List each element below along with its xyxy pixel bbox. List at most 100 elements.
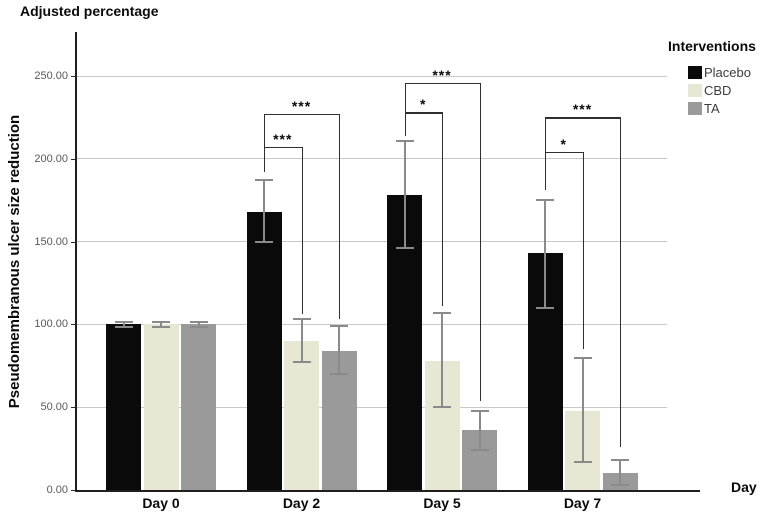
y-tick-150 <box>71 241 75 243</box>
y-axis-label-text: Pseudomembranous ulcer size reduction <box>6 114 24 408</box>
sig-label-2: * <box>420 96 427 113</box>
gridline-200 <box>75 158 667 160</box>
bar-placebo-day-2 <box>246 211 282 490</box>
error-cap-bottom-ta-day-5 <box>470 449 489 452</box>
gridline-250 <box>75 75 667 77</box>
error-cap-top-cbd-day-7 <box>573 356 592 359</box>
y-axis-label: Pseudomembranous ulcer size reduction <box>4 32 26 490</box>
sig-bracket-right-0 <box>301 147 303 315</box>
y-tick-200 <box>71 158 75 160</box>
error-cap-top-ta-day-0 <box>189 320 208 323</box>
sig-label-3: *** <box>432 66 452 83</box>
x-category-label-day-5: Day 5 <box>423 495 461 511</box>
legend-title: Interventions <box>668 38 756 54</box>
error-cap-bottom-placebo-day-5 <box>395 247 414 250</box>
bar-placebo-day-0 <box>106 324 141 490</box>
y-tick-250 <box>71 76 75 77</box>
sig-bracket-left-3 <box>404 82 406 136</box>
error-bar-placebo-day-2 <box>263 180 265 242</box>
error-cap-bottom-placebo-day-7 <box>536 306 554 309</box>
sig-bracket-top-2 <box>404 112 443 114</box>
bar-cbd-day-0 <box>143 324 179 490</box>
legend-label-ta: TA <box>704 100 720 116</box>
sig-bracket-right-1 <box>339 114 341 320</box>
sig-bracket-left-5 <box>545 117 547 191</box>
x-category-label-day-0: Day 0 <box>142 495 180 511</box>
error-cap-bottom-ta-day-2 <box>330 373 348 376</box>
sig-bracket-top-0 <box>264 147 303 149</box>
error-cap-top-ta-day-5 <box>470 409 489 412</box>
y-tick-label-200: 200.00 <box>34 152 68 165</box>
y-tick-label-100: 100.00 <box>34 318 68 331</box>
error-cap-bottom-ta-day-0 <box>189 325 208 328</box>
error-cap-bottom-cbd-day-7 <box>573 460 592 463</box>
sig-bracket-right-4 <box>582 152 584 350</box>
bar-cbd-day-2 <box>284 340 319 490</box>
y-tick-0 <box>71 490 75 491</box>
legend-swatch-ta <box>688 101 702 115</box>
error-bar-ta-day-0 <box>197 321 200 327</box>
error-bar-placebo-day-7 <box>544 200 546 308</box>
error-cap-top-ta-day-2 <box>330 325 348 328</box>
legend: Interventions Placebo CBD TA <box>668 38 756 117</box>
sig-label-0: *** <box>273 131 293 148</box>
error-cap-top-cbd-day-0 <box>152 320 170 323</box>
sig-bracket-right-5 <box>620 117 622 447</box>
error-bar-placebo-day-0 <box>122 321 125 327</box>
x-category-label-day-7: Day 7 <box>563 495 602 511</box>
error-cap-top-cbd-day-2 <box>292 318 311 321</box>
error-bar-cbd-day-2 <box>300 319 303 363</box>
sig-bracket-right-3 <box>479 82 481 401</box>
sig-bracket-top-4 <box>545 152 584 154</box>
legend-item-placebo: Placebo <box>688 63 756 81</box>
error-cap-top-cbd-day-5 <box>433 311 451 314</box>
error-cap-bottom-cbd-day-5 <box>433 406 451 409</box>
error-cap-top-placebo-day-2 <box>255 179 273 182</box>
x-axis-title: Day <box>731 479 757 495</box>
error-cap-top-placebo-day-0 <box>114 320 133 323</box>
error-cap-bottom-placebo-day-2 <box>255 240 273 243</box>
error-bar-ta-day-7 <box>619 460 621 486</box>
error-cap-bottom-ta-day-7 <box>611 484 629 487</box>
legend-label-cbd: CBD <box>704 82 732 98</box>
error-cap-bottom-placebo-day-0 <box>114 325 133 328</box>
sig-bracket-top-1 <box>264 114 340 116</box>
legend-swatch-placebo <box>688 65 702 79</box>
y-tick-label-150: 150.00 <box>34 235 68 248</box>
y-tick-label-0: 0.00 <box>46 484 68 496</box>
y-axis-line <box>75 32 77 490</box>
sig-bracket-right-2 <box>442 112 444 307</box>
y-tick-50 <box>71 407 75 409</box>
x-axis-line <box>75 490 700 492</box>
sig-label-1: *** <box>291 98 312 115</box>
legend-item-ta: TA <box>688 99 756 117</box>
y-tick-100 <box>71 324 75 326</box>
bar-ta-day-0 <box>181 324 216 490</box>
sig-label-4: * <box>560 136 567 153</box>
error-bar-placebo-day-5 <box>403 140 406 249</box>
y-tick-label-50: 50.00 <box>40 401 68 414</box>
legend-items: Placebo CBD TA <box>668 63 756 117</box>
error-bar-cbd-day-5 <box>441 312 443 408</box>
error-cap-bottom-cbd-day-0 <box>152 325 170 328</box>
sig-bracket-top-3 <box>404 82 481 84</box>
legend-label-placebo: Placebo <box>704 64 751 80</box>
gridline-100 <box>75 323 667 325</box>
gridline-150 <box>75 241 667 243</box>
chart-title: Adjusted percentage <box>20 3 159 19</box>
y-tick-label-250: 250.00 <box>34 70 68 82</box>
error-cap-top-ta-day-7 <box>611 459 629 462</box>
gridline-50 <box>75 406 667 408</box>
error-bar-cbd-day-7 <box>581 357 584 462</box>
x-category-label-day-2: Day 2 <box>282 495 321 511</box>
sig-bracket-left-1 <box>264 114 266 173</box>
error-bar-cbd-day-0 <box>160 321 162 327</box>
error-bar-ta-day-2 <box>338 326 340 375</box>
sig-bracket-top-5 <box>545 117 621 119</box>
error-bar-ta-day-5 <box>478 410 481 451</box>
legend-swatch-cbd <box>688 83 702 97</box>
error-cap-top-placebo-day-7 <box>536 199 554 202</box>
error-cap-top-placebo-day-5 <box>395 139 414 142</box>
error-cap-bottom-cbd-day-2 <box>292 361 311 364</box>
